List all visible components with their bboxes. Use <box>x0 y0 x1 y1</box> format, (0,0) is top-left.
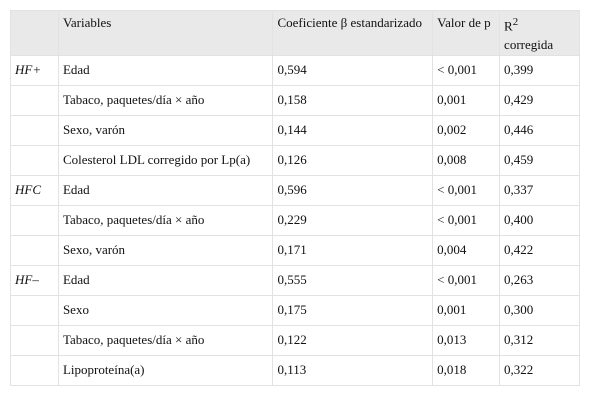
table-cell: 0,594 <box>272 55 434 86</box>
table-cell: Lipoproteína(a) <box>57 355 274 386</box>
table-cell: 0,429 <box>499 85 580 116</box>
table-cell: < 0,001 <box>432 175 501 206</box>
table-cell: < 0,001 <box>432 55 501 86</box>
table-cell: 0,312 <box>499 325 580 356</box>
group-cell <box>10 355 59 386</box>
table-row: Tabaco, paquetes/día × año 0,229 < 0,001 0,… <box>10 205 580 236</box>
table-cell: 0,322 <box>499 355 580 386</box>
table-cell: Edad <box>57 55 274 86</box>
header-sup: 2 <box>512 16 519 28</box>
group-cell <box>10 235 59 266</box>
header-text: corregida <box>504 37 554 53</box>
table-cell: 0,122 <box>272 325 434 356</box>
table-row: HFC Edad 0,596 < 0,001 0,337 <box>10 175 580 206</box>
table-cell: 0,018 <box>432 355 501 386</box>
group-label: HFC <box>10 175 59 206</box>
table-cell: 0,002 <box>432 115 501 146</box>
group-cell <box>10 295 59 326</box>
table-row: HF– Edad 0,555 < 0,001 0,263 <box>10 265 580 296</box>
table-cell: 0,171 <box>272 235 434 266</box>
header-row: Variables Coeficiente β estandarizado Va… <box>10 10 580 56</box>
table-cell: 0,001 <box>432 295 501 326</box>
header-cell: R2 corregida <box>499 10 580 56</box>
group-cell <box>10 325 59 356</box>
table-cell: 0,422 <box>499 235 580 266</box>
header-cell: Coeficiente β estandarizado <box>272 10 434 56</box>
table-cell: Sexo <box>57 295 274 326</box>
group-cell <box>10 115 59 146</box>
table-cell: 0,144 <box>272 115 434 146</box>
table-cell: 0,158 <box>272 85 434 116</box>
group-label: HF– <box>10 265 59 296</box>
table-cell: 0,596 <box>272 175 434 206</box>
table-cell: 0,300 <box>499 295 580 326</box>
table-cell: 0,008 <box>432 145 501 176</box>
table-cell: 0,229 <box>272 205 434 236</box>
table-cell: 0,113 <box>272 355 434 386</box>
table-row: Sexo, varón 0,171 0,004 0,422 <box>10 235 580 266</box>
table-cell: 0,446 <box>499 115 580 146</box>
table-cell: 0,459 <box>499 145 580 176</box>
group-cell <box>10 145 59 176</box>
table-row: Sexo, varón 0,144 0,002 0,446 <box>10 115 580 146</box>
group-label: HF+ <box>10 55 59 86</box>
group-cell <box>10 85 59 116</box>
table-cell: Sexo, varón <box>57 115 274 146</box>
table-row: Sexo 0,175 0,001 0,300 <box>10 295 580 326</box>
table-cell: Tabaco, paquetes/día × año <box>57 85 274 116</box>
table-row: HF+ Edad 0,594 < 0,001 0,399 <box>10 55 580 86</box>
table-cell: < 0,001 <box>432 205 501 236</box>
table-cell: 0,175 <box>272 295 434 326</box>
table-cell: 0,555 <box>272 265 434 296</box>
table-cell: 0,013 <box>432 325 501 356</box>
table-cell: Colesterol LDL corregido por Lp(a) <box>57 145 274 176</box>
table-row: Tabaco, paquetes/día × año 0,158 0,001 0,42… <box>10 85 580 116</box>
table-cell: 0,337 <box>499 175 580 206</box>
header-text: R <box>504 18 513 34</box>
table-cell: 0,263 <box>499 265 580 296</box>
header-cell: Variables <box>57 10 274 56</box>
header-cell <box>10 10 59 56</box>
group-cell <box>10 205 59 236</box>
table-cell: 0,400 <box>499 205 580 236</box>
table-cell: Edad <box>57 175 274 206</box>
table-row: Tabaco, paquetes/día × año 0,122 0,013 0,31… <box>10 325 580 356</box>
table-cell: Tabaco, paquetes/día × año <box>57 205 274 236</box>
header-cell: Valor de p <box>432 10 501 56</box>
table-cell: 0,004 <box>432 235 501 266</box>
table-cell: Edad <box>57 265 274 296</box>
table-cell: 0,126 <box>272 145 434 176</box>
table-cell: Sexo, varón <box>57 235 274 266</box>
table-cell: 0,399 <box>499 55 580 86</box>
table-cell: < 0,001 <box>432 265 501 296</box>
results-table: Variables Coeficiente β estandarizado Va… <box>10 10 580 386</box>
table-cell: Tabaco, paquetes/día × año <box>57 325 274 356</box>
table-row: Colesterol LDL corregido por Lp(a) 0,126 0… <box>10 145 580 176</box>
table-cell: 0,001 <box>432 85 501 116</box>
table-row: Lipoproteína(a) 0,113 0,018 0,322 <box>10 355 580 386</box>
